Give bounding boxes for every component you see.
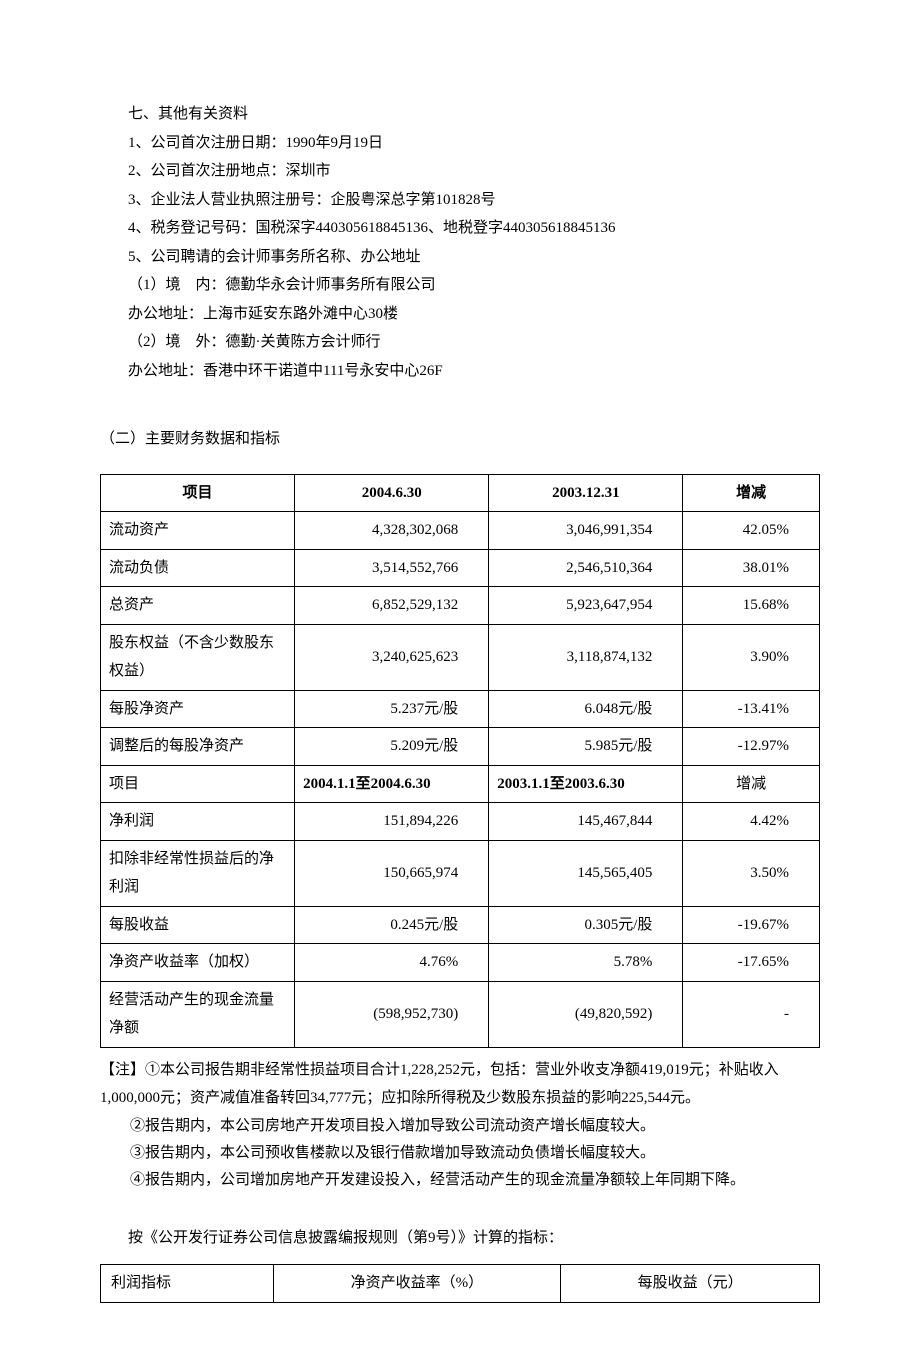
cell-value: 38.01% bbox=[683, 549, 820, 587]
info-line: （2）境 外：德勤·关黄陈方会计师行 bbox=[100, 328, 820, 357]
cell-value: 6.048元/股 bbox=[489, 690, 683, 728]
cell-value: 0.245元/股 bbox=[295, 906, 489, 944]
info-line: 5、公司聘请的会计师事务所名称、办公地址 bbox=[100, 243, 820, 272]
sub-indicator-title: 按《公开发行证券公司信息披露编报规则（第9号）》计算的指标： bbox=[100, 1224, 820, 1253]
row-label: 流动负债 bbox=[101, 549, 295, 587]
col-header: 2004.6.30 bbox=[295, 474, 489, 512]
cell-value: 4.76% bbox=[295, 944, 489, 982]
col-header: 增减 bbox=[683, 474, 820, 512]
note-line: ③报告期内，本公司预收售楼款以及银行借款增加导致流动负债增长幅度较大。 bbox=[100, 1140, 820, 1167]
info-line: 3、企业法人营业执照注册号：企股粤深总字第101828号 bbox=[100, 186, 820, 215]
table-row: 每股收益 0.245元/股 0.305元/股 -19.67% bbox=[101, 906, 820, 944]
info-line: 办公地址：上海市延安东路外滩中心30楼 bbox=[100, 300, 820, 329]
col-header: 利润指标 bbox=[101, 1265, 274, 1303]
col-header: 每股收益（元） bbox=[561, 1265, 820, 1303]
table-header-row: 项目 2004.1.1至2004.6.30 2003.1.1至2003.6.30… bbox=[101, 765, 820, 803]
cell-value: 4.42% bbox=[683, 803, 820, 841]
row-label: 净利润 bbox=[101, 803, 295, 841]
cell-value: 15.68% bbox=[683, 587, 820, 625]
info-line: 七、其他有关资料 bbox=[100, 100, 820, 129]
cell-value: 2,546,510,364 bbox=[489, 549, 683, 587]
table-row: 经营活动产生的现金流量净额 (598,952,730) (49,820,592)… bbox=[101, 981, 820, 1047]
cell-value: 3.90% bbox=[683, 624, 820, 690]
cell-value: 151,894,226 bbox=[295, 803, 489, 841]
cell-value: 6,852,529,132 bbox=[295, 587, 489, 625]
note-line: 【注】①本公司报告期非经常性损益项目合计1,228,252元，包括：营业外收支净… bbox=[100, 1056, 820, 1113]
cell-value: 150,665,974 bbox=[295, 840, 489, 906]
cell-value: 5.985元/股 bbox=[489, 728, 683, 766]
cell-value: 5.209元/股 bbox=[295, 728, 489, 766]
cell-value: 3.50% bbox=[683, 840, 820, 906]
cell-value: -17.65% bbox=[683, 944, 820, 982]
table-row: 扣除非经常性损益后的净利润 150,665,974 145,565,405 3.… bbox=[101, 840, 820, 906]
table-header-row: 项目 2004.6.30 2003.12.31 增减 bbox=[101, 474, 820, 512]
info-line: 办公地址：香港中环干诺道中111号永安中心26F bbox=[100, 357, 820, 386]
row-label: 净资产收益率（加权） bbox=[101, 944, 295, 982]
cell-value: 0.305元/股 bbox=[489, 906, 683, 944]
other-info-block: 七、其他有关资料 1、公司首次注册日期：1990年9月19日 2、公司首次注册地… bbox=[100, 100, 820, 385]
cell-value: 5.237元/股 bbox=[295, 690, 489, 728]
cell-value: 3,046,991,354 bbox=[489, 512, 683, 550]
row-label: 每股收益 bbox=[101, 906, 295, 944]
info-line: （1）境 内：德勤华永会计师事务所有限公司 bbox=[100, 271, 820, 300]
cell-value: 3,514,552,766 bbox=[295, 549, 489, 587]
cell-value: 4,328,302,068 bbox=[295, 512, 489, 550]
table-row: 净资产收益率（加权） 4.76% 5.78% -17.65% bbox=[101, 944, 820, 982]
table-row: 流动资产 4,328,302,068 3,046,991,354 42.05% bbox=[101, 512, 820, 550]
cell-value: 145,565,405 bbox=[489, 840, 683, 906]
info-line: 1、公司首次注册日期：1990年9月19日 bbox=[100, 129, 820, 158]
info-line: 2、公司首次注册地点：深圳市 bbox=[100, 157, 820, 186]
row-label: 经营活动产生的现金流量净额 bbox=[101, 981, 295, 1047]
col-header: 2004.1.1至2004.6.30 bbox=[295, 765, 489, 803]
cell-value: - bbox=[683, 981, 820, 1047]
note-line: ④报告期内，公司增加房地产开发建设投入，经营活动产生的现金流量净额较上年同期下降… bbox=[100, 1167, 820, 1194]
table-row: 调整后的每股净资产 5.209元/股 5.985元/股 -12.97% bbox=[101, 728, 820, 766]
table-row: 流动负债 3,514,552,766 2,546,510,364 38.01% bbox=[101, 549, 820, 587]
info-line: 4、税务登记号码：国税深字440305618845136、地税登字4403056… bbox=[100, 214, 820, 243]
cell-value: -12.97% bbox=[683, 728, 820, 766]
cell-value: -13.41% bbox=[683, 690, 820, 728]
table-row: 总资产 6,852,529,132 5,923,647,954 15.68% bbox=[101, 587, 820, 625]
table-row: 股东权益（不含少数股东权益） 3,240,625,623 3,118,874,1… bbox=[101, 624, 820, 690]
cell-value: -19.67% bbox=[683, 906, 820, 944]
row-label: 股东权益（不含少数股东权益） bbox=[101, 624, 295, 690]
col-header: 2003.1.1至2003.6.30 bbox=[489, 765, 683, 803]
cell-value: 145,467,844 bbox=[489, 803, 683, 841]
col-header: 2003.12.31 bbox=[489, 474, 683, 512]
cell-value: 5.78% bbox=[489, 944, 683, 982]
col-header: 增减 bbox=[683, 765, 820, 803]
cell-value: (598,952,730) bbox=[295, 981, 489, 1047]
col-header: 项目 bbox=[101, 765, 295, 803]
table-header-row: 利润指标 净资产收益率（%） 每股收益（元） bbox=[101, 1265, 820, 1303]
row-label: 流动资产 bbox=[101, 512, 295, 550]
cell-value: 3,118,874,132 bbox=[489, 624, 683, 690]
cell-value: 5,923,647,954 bbox=[489, 587, 683, 625]
row-label: 调整后的每股净资产 bbox=[101, 728, 295, 766]
indicator-table: 利润指标 净资产收益率（%） 每股收益（元） bbox=[100, 1264, 820, 1303]
section-title-financial: （二）主要财务数据和指标 bbox=[100, 425, 820, 454]
cell-value: (49,820,592) bbox=[489, 981, 683, 1047]
table-row: 净利润 151,894,226 145,467,844 4.42% bbox=[101, 803, 820, 841]
row-label: 总资产 bbox=[101, 587, 295, 625]
col-header: 净资产收益率（%） bbox=[273, 1265, 561, 1303]
cell-value: 3,240,625,623 bbox=[295, 624, 489, 690]
cell-value: 42.05% bbox=[683, 512, 820, 550]
financial-data-table: 项目 2004.6.30 2003.12.31 增减 流动资产 4,328,30… bbox=[100, 474, 820, 1048]
row-label: 扣除非经常性损益后的净利润 bbox=[101, 840, 295, 906]
col-header: 项目 bbox=[101, 474, 295, 512]
table-row: 每股净资产 5.237元/股 6.048元/股 -13.41% bbox=[101, 690, 820, 728]
note-line: ②报告期内，本公司房地产开发项目投入增加导致公司流动资产增长幅度较大。 bbox=[100, 1113, 820, 1140]
row-label: 每股净资产 bbox=[101, 690, 295, 728]
